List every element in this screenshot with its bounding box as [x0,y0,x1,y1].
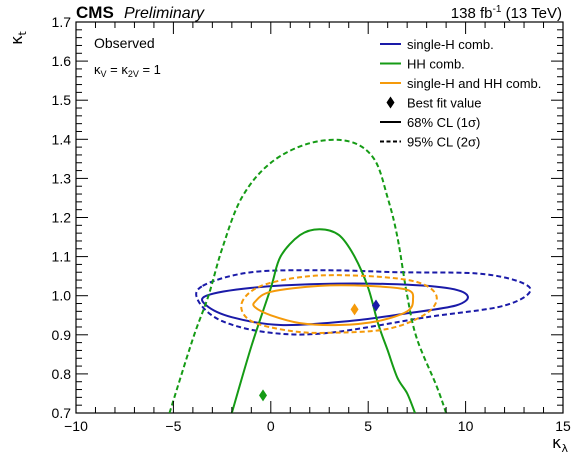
x-axis-title: κλ [552,433,568,455]
kappa-constraint-label: κV = κ2V = 1 [94,62,161,79]
legend-label: 95% CL (2σ) [407,135,480,150]
legend-label: single-H and HH comb. [407,76,541,91]
best-fit-markers [259,299,380,402]
legend-label: Best fit value [407,96,481,111]
preliminary-label: Preliminary [124,5,205,22]
cms-label: CMS [76,3,114,22]
x-tick-label: 5 [364,418,372,434]
legend: single-H comb. HH comb. single-H and HH co… [380,37,541,150]
y-tick-label: 1.1 [52,249,72,265]
y-tick-label: 1.5 [52,92,72,108]
y-tick-label: 0.8 [52,366,72,382]
axis-ticks: −10 −5 0 5 10 15 0.7 0.8 0.9 1.0 1.1 1.2 1.3 1.4 1.5 1.… [52,14,571,434]
x-tick-label: 15 [555,418,571,434]
curves-group [168,138,532,413]
y-tick-label: 0.7 [52,405,72,421]
y-tick-label: 1.3 [52,170,72,186]
contour-hh-comb--68cl [230,228,416,413]
lumi-value: 138 fb [451,5,493,22]
y-tick-label: 1.0 [52,288,72,304]
contour-single-h-and-hh-comb--68cl [252,284,415,327]
contour-hh-comb--95cl [168,138,448,413]
y-tick-label: 1.7 [52,14,72,30]
legend-label: single-H comb. [407,37,494,52]
contour-single-h-and-hh-comb--95cl [240,274,438,334]
x-tick-label: 10 [458,418,474,434]
y-tick-label: 1.4 [52,131,72,147]
best-fit-diamond-single-h-and-hh-comb- [350,303,359,316]
best-fit-diamond-hh-comb- [259,389,268,402]
contour-single-h-comb--95cl [195,269,532,336]
x-tick-label: −10 [64,418,88,434]
observed-label: Observed [94,35,155,51]
legend-label: 68% CL (1σ) [407,115,480,130]
legend-label: HH comb. [407,57,465,72]
lumi-exponent: -1 [493,4,502,15]
y-axis-title: κt [7,30,29,44]
legend-diamond-icon [386,96,395,109]
y-tick-label: 0.9 [52,327,72,343]
contour-single-h-comb--68cl [201,282,469,327]
x-tick-label: 0 [267,418,275,434]
x-tick-label: −5 [165,418,181,434]
best-fit-diamond-single-h-comb- [371,299,380,312]
energy-label: (13 TeV) [501,5,562,22]
y-tick-label: 1.2 [52,210,72,226]
y-tick-label: 1.6 [52,53,72,69]
lumi-label: 138 fb-1 (13 TeV) [451,4,562,22]
